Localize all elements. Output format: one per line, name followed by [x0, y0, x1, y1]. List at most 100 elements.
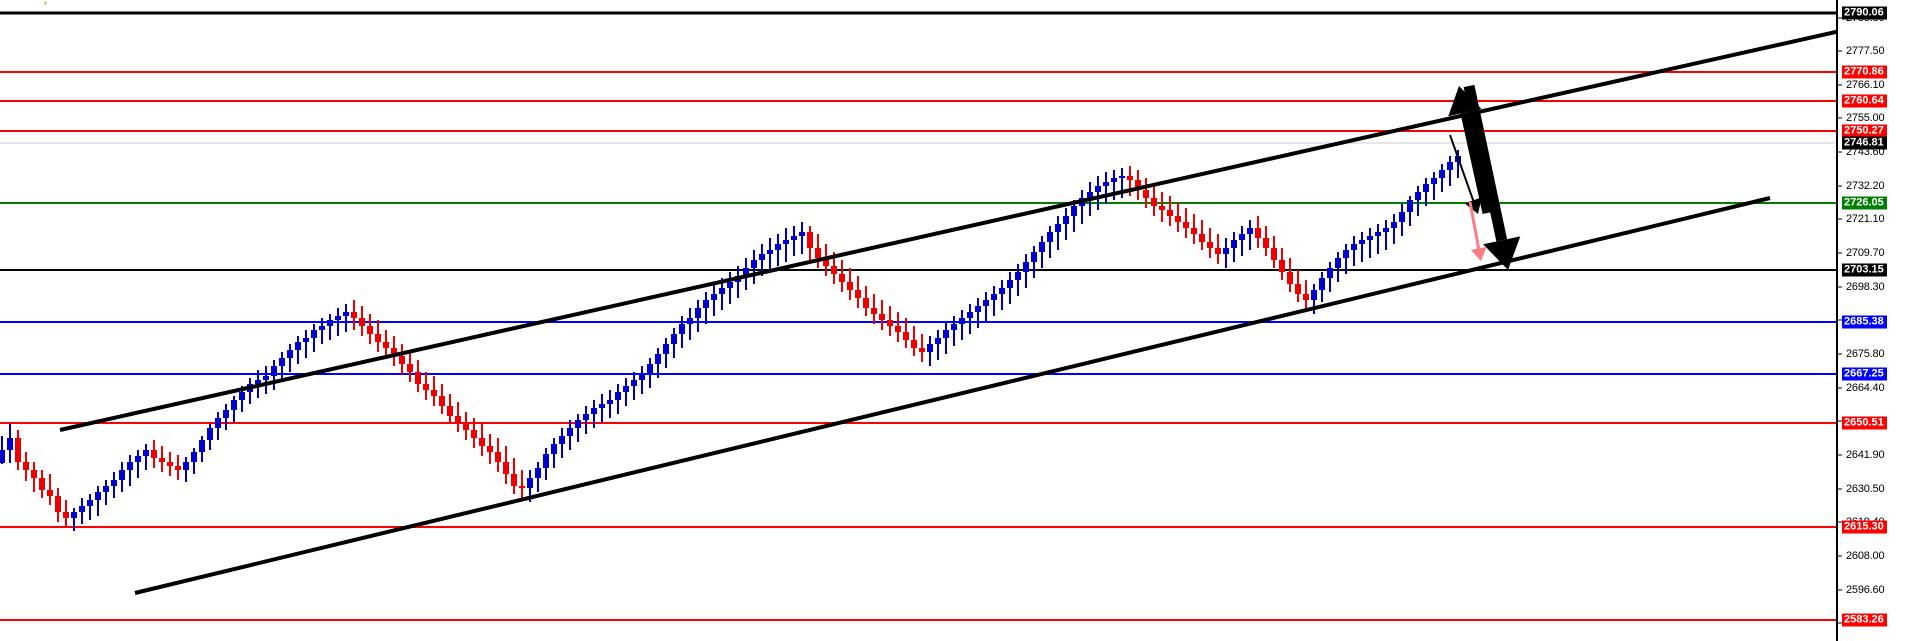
candlestick [951, 316, 957, 346]
candlestick [863, 286, 869, 316]
candlestick [487, 434, 493, 464]
candlestick [623, 378, 629, 406]
candlestick [1303, 280, 1309, 310]
candlestick [383, 330, 389, 358]
chart-plot-area[interactable] [0, 0, 1836, 641]
candle-body [575, 420, 581, 428]
candlestick [607, 390, 613, 418]
candle-body [327, 320, 333, 326]
candle-body [1295, 284, 1301, 294]
candlestick [1255, 216, 1261, 248]
candle-body [623, 386, 629, 392]
candlestick [71, 508, 77, 531]
candle-body [1111, 178, 1117, 182]
price-tick-mark [1838, 286, 1842, 288]
candlestick [423, 372, 429, 400]
price-level-badge[interactable]: 2750.27 [1842, 124, 1887, 138]
price-tick-label: 2675.80 [1846, 348, 1885, 360]
candle-body [1159, 206, 1165, 210]
price-level-badge[interactable]: 2685.38 [1842, 315, 1887, 329]
candlestick [159, 446, 165, 472]
candle-body [1239, 234, 1245, 240]
candlestick [1191, 214, 1197, 244]
candle-body [1263, 238, 1269, 248]
down-arrow-pink[interactable] [1468, 201, 1487, 261]
price-level-badge[interactable]: 2770.86 [1842, 65, 1887, 79]
candlestick [1383, 220, 1389, 250]
candlestick [991, 286, 997, 316]
candlestick [287, 344, 293, 372]
candle-body [183, 462, 189, 470]
candlestick [1271, 236, 1277, 268]
lower-channel[interactable] [134, 196, 1771, 595]
candlestick [183, 457, 189, 482]
candle-body [807, 232, 813, 248]
down-arrow-thin[interactable] [1449, 134, 1482, 214]
candle-body [639, 374, 645, 380]
candle-body [887, 320, 893, 326]
price-level-badge[interactable]: 2650.51 [1842, 416, 1887, 430]
candle-body [207, 428, 213, 440]
arrow-head [1464, 197, 1482, 214]
candle-body [1063, 216, 1069, 224]
price-level-badge[interactable]: 2760.64 [1842, 94, 1887, 108]
candlestick [431, 376, 437, 406]
candle-body [1287, 272, 1293, 284]
candle-body [671, 334, 677, 344]
candlestick [263, 366, 269, 394]
candlestick [1079, 190, 1085, 224]
candle-body [55, 496, 61, 512]
candle-body [567, 428, 573, 436]
candle-body [959, 318, 965, 324]
candlestick [1423, 178, 1429, 206]
price-level-badge[interactable]: 2726.05 [1842, 196, 1887, 210]
candle-body [1359, 240, 1365, 244]
candlestick [143, 444, 149, 470]
candlestick [1039, 236, 1045, 268]
candle-body [1039, 242, 1045, 252]
candlestick [151, 440, 157, 468]
candle-body [447, 406, 453, 416]
candle-body [143, 450, 149, 456]
candlestick [63, 500, 69, 528]
candlestick [1007, 272, 1013, 304]
candle-body [591, 408, 597, 414]
candle-body [415, 372, 421, 384]
candlestick [903, 318, 909, 348]
candlestick [367, 314, 373, 344]
candlestick [959, 310, 965, 340]
candlestick [511, 458, 517, 494]
candle-body [1383, 228, 1389, 232]
candlestick [1447, 156, 1453, 186]
candle-body [823, 258, 829, 266]
price-tick-label: 2664.40 [1846, 382, 1885, 394]
upper-channel[interactable] [59, 29, 1836, 432]
candlestick [1375, 224, 1381, 254]
candle-body [951, 324, 957, 330]
candlestick [1239, 226, 1245, 256]
candle-body [295, 342, 301, 350]
candlestick [583, 406, 589, 434]
price-axis[interactable]: 2788.802777.502766.102755.002743.602732.… [1836, 0, 1905, 641]
price-tick-mark [1838, 151, 1842, 153]
price-level-badge[interactable]: 2615.30 [1842, 520, 1887, 534]
price-level-badge[interactable]: 2746.81 [1842, 136, 1887, 150]
candle-body [119, 470, 125, 480]
candlestick-series [0, 150, 1461, 531]
price-tick-label: 2755.00 [1846, 112, 1885, 124]
price-level-badge[interactable]: 2667.25 [1842, 367, 1887, 381]
candle-body [215, 418, 221, 428]
candlestick [391, 336, 397, 366]
candlestick [879, 300, 885, 330]
candle-body [855, 290, 861, 298]
candle-body [439, 396, 445, 406]
price-level-badge[interactable]: 2583.26 [1842, 613, 1887, 627]
price-tick-label: 2630.50 [1846, 483, 1885, 495]
price-level-badge[interactable]: 2790.06 [1842, 6, 1887, 20]
down-arrow-bold[interactable] [1463, 84, 1521, 270]
candle-body [1127, 176, 1133, 180]
price-level-badge[interactable]: 2703.15 [1842, 263, 1887, 277]
candlestick [271, 360, 277, 390]
candle-body [831, 266, 837, 274]
candle-body [423, 384, 429, 390]
